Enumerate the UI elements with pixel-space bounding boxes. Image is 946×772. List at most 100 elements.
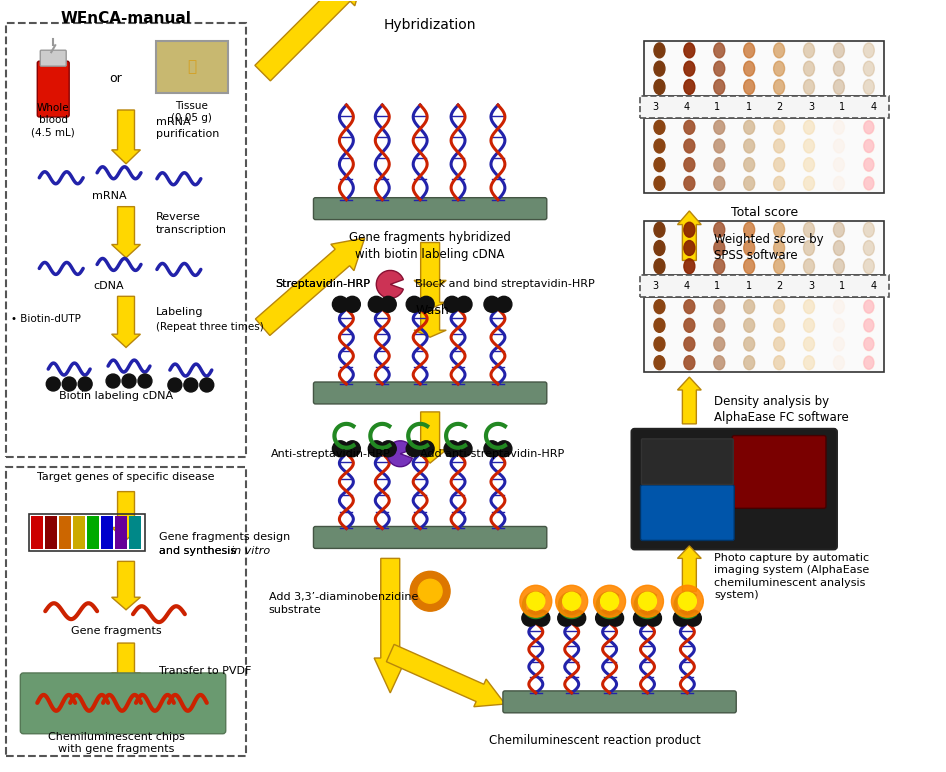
Ellipse shape [774, 337, 784, 351]
Ellipse shape [864, 259, 874, 274]
Ellipse shape [864, 176, 874, 191]
Text: and synthesis: and synthesis [159, 547, 239, 557]
Text: Tissue
(0.05 g): Tissue (0.05 g) [171, 101, 212, 124]
Ellipse shape [654, 139, 665, 153]
Ellipse shape [684, 61, 695, 76]
Ellipse shape [774, 43, 784, 58]
Text: 3: 3 [808, 281, 814, 291]
FancyArrow shape [112, 207, 140, 258]
Text: 1: 1 [745, 102, 752, 112]
Circle shape [332, 296, 348, 312]
Ellipse shape [654, 259, 665, 274]
Ellipse shape [714, 157, 725, 171]
FancyArrow shape [254, 0, 365, 81]
Ellipse shape [714, 337, 725, 351]
Ellipse shape [803, 222, 815, 237]
Text: and synthesis: and synthesis [159, 547, 239, 557]
Ellipse shape [803, 337, 815, 351]
Ellipse shape [744, 139, 755, 153]
Ellipse shape [744, 43, 755, 58]
Wedge shape [387, 441, 412, 467]
Ellipse shape [803, 43, 815, 58]
Ellipse shape [833, 318, 845, 332]
Text: 4: 4 [870, 102, 876, 112]
FancyBboxPatch shape [732, 435, 826, 508]
Text: 1: 1 [745, 281, 752, 291]
Ellipse shape [744, 356, 755, 370]
Ellipse shape [833, 43, 845, 58]
Ellipse shape [684, 241, 695, 256]
Ellipse shape [654, 80, 665, 94]
Circle shape [596, 610, 612, 626]
FancyArrow shape [677, 377, 701, 424]
Text: mRNA: mRNA [92, 191, 127, 201]
Text: 1: 1 [714, 281, 721, 291]
Ellipse shape [864, 158, 874, 171]
Ellipse shape [654, 241, 665, 256]
Text: Total score: Total score [730, 206, 797, 219]
Circle shape [484, 296, 499, 312]
Text: Biotin labeling cDNA: Biotin labeling cDNA [59, 391, 173, 401]
Ellipse shape [833, 120, 845, 134]
Circle shape [200, 378, 214, 392]
Ellipse shape [744, 241, 755, 256]
Circle shape [418, 579, 442, 603]
Circle shape [632, 585, 663, 617]
Text: Streptavidin-HRP: Streptavidin-HRP [275, 279, 371, 290]
Circle shape [418, 296, 434, 312]
Bar [129, 516, 141, 550]
Ellipse shape [833, 300, 845, 313]
Circle shape [411, 571, 450, 611]
Ellipse shape [774, 222, 784, 237]
Ellipse shape [654, 300, 665, 313]
Circle shape [138, 374, 152, 388]
Ellipse shape [864, 120, 874, 134]
Ellipse shape [774, 241, 784, 256]
Bar [115, 516, 127, 550]
Ellipse shape [803, 157, 815, 171]
Ellipse shape [654, 318, 665, 332]
Ellipse shape [803, 139, 815, 153]
Circle shape [563, 592, 581, 610]
Text: cDNA: cDNA [94, 281, 124, 291]
Wedge shape [377, 270, 403, 298]
Ellipse shape [684, 222, 695, 237]
Ellipse shape [654, 61, 665, 76]
Circle shape [184, 378, 198, 392]
Circle shape [456, 296, 472, 312]
Circle shape [368, 441, 384, 457]
Text: Labeling: Labeling [156, 307, 203, 317]
Bar [87, 516, 99, 550]
Text: Hybridization: Hybridization [384, 19, 477, 32]
Ellipse shape [744, 157, 755, 171]
Bar [73, 516, 85, 550]
Ellipse shape [714, 318, 725, 332]
Ellipse shape [774, 80, 784, 94]
Circle shape [496, 441, 512, 457]
Bar [639, 276, 889, 297]
Text: 3: 3 [652, 102, 658, 112]
Ellipse shape [774, 176, 784, 191]
Ellipse shape [714, 120, 725, 134]
FancyArrow shape [112, 643, 140, 683]
Bar [31, 516, 44, 550]
Ellipse shape [684, 300, 695, 313]
Text: • Biotin-dUTP: • Biotin-dUTP [11, 314, 81, 324]
Ellipse shape [864, 177, 874, 190]
Ellipse shape [803, 300, 815, 313]
Ellipse shape [774, 120, 784, 134]
Ellipse shape [833, 157, 845, 171]
Text: or: or [110, 72, 122, 85]
Bar [644, 41, 884, 96]
Circle shape [555, 585, 587, 617]
Ellipse shape [714, 61, 725, 76]
Text: 4: 4 [683, 281, 690, 291]
Ellipse shape [864, 356, 874, 369]
Circle shape [79, 377, 92, 391]
Ellipse shape [803, 176, 815, 191]
Circle shape [444, 441, 460, 457]
Text: Gene fragments hybridized
with biotin labeling cDNA: Gene fragments hybridized with biotin la… [349, 231, 511, 261]
Text: Anti-streptavidin-HRP: Anti-streptavidin-HRP [271, 449, 391, 459]
Text: 1: 1 [839, 281, 845, 291]
Circle shape [522, 610, 538, 626]
